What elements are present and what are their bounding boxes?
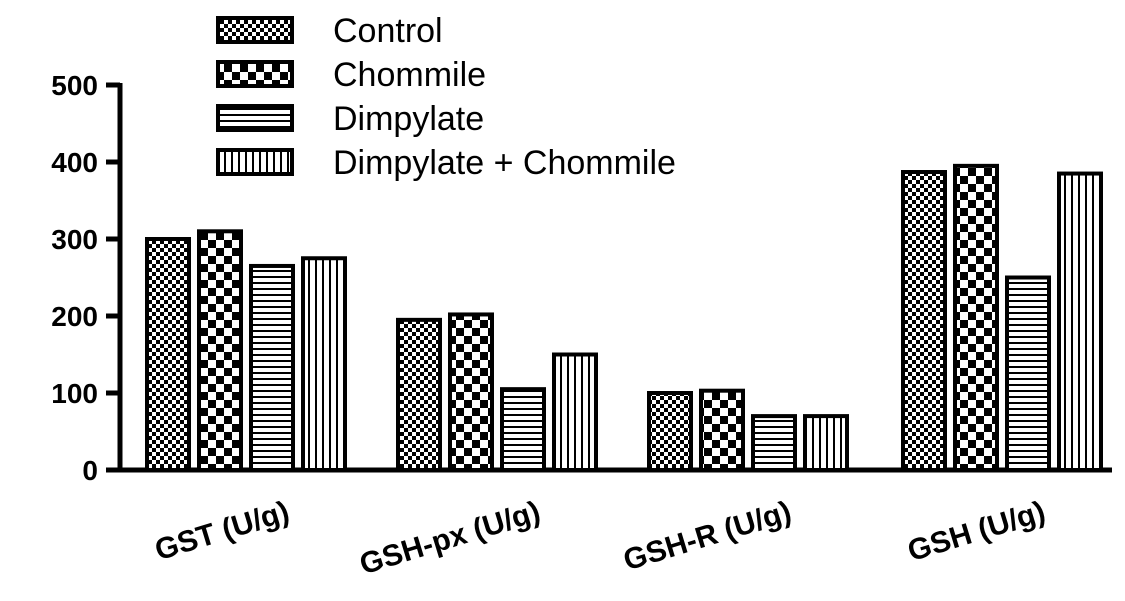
- y-tick-label: 200: [51, 301, 98, 332]
- legend: Control Chommile Dimpylate Dimpylate + Chom…: [216, 12, 676, 182]
- x-category-label: GSH-R (U/g): [620, 495, 795, 577]
- bar-control-1: [396, 317, 442, 472]
- x-axis: GST (U/g) GSH-px (U/g) GSH-R (U/g) GSH (U/g…: [118, 467, 1112, 581]
- legend-swatch: [216, 148, 294, 176]
- bar-dimpylate-chommile-2: [803, 414, 849, 473]
- legend-label: Chommile: [333, 56, 486, 94]
- y-tick-label: 0: [82, 455, 98, 486]
- y-tick-label: 400: [51, 147, 98, 178]
- legend-label: Dimpylate + Chommile: [333, 144, 676, 182]
- x-category-label: GSH-px (U/g): [356, 495, 544, 581]
- bars-group: [145, 163, 1103, 473]
- bar-control-0: [145, 237, 191, 472]
- bar-dimpylate-0: [249, 263, 295, 473]
- y-tick-label: 300: [51, 224, 98, 255]
- bar-dimpylate-1: [500, 387, 546, 472]
- x-category-label: GSH (U/g): [904, 495, 1049, 568]
- y-tick-label: 100: [51, 378, 98, 409]
- legend-swatch: [216, 104, 294, 132]
- bar-dimpylate-3: [1005, 275, 1051, 472]
- bar-dimpylate-2: [751, 414, 797, 473]
- legend-swatch: [216, 60, 294, 88]
- bar-chommile-1: [448, 312, 494, 472]
- legend-label: Dimpylate: [333, 100, 484, 138]
- bar-control-3: [901, 170, 947, 472]
- x-category-label: GST (U/g): [151, 495, 293, 567]
- bar-control-2: [647, 391, 693, 472]
- bar-dimpylate-chommile-1: [552, 352, 598, 472]
- legend-swatch: [216, 16, 294, 44]
- bar-dimpylate-chommile-3: [1057, 171, 1103, 473]
- bar-dimpylate-chommile-0: [301, 256, 347, 472]
- y-tick-label: 500: [51, 70, 98, 101]
- bar-chommile-3: [953, 163, 999, 472]
- bar-chommile-2: [699, 388, 745, 472]
- y-axis: 0 100 200 300 400 500: [51, 70, 123, 486]
- bar-chommile-0: [197, 229, 243, 472]
- legend-label: Control: [333, 12, 443, 50]
